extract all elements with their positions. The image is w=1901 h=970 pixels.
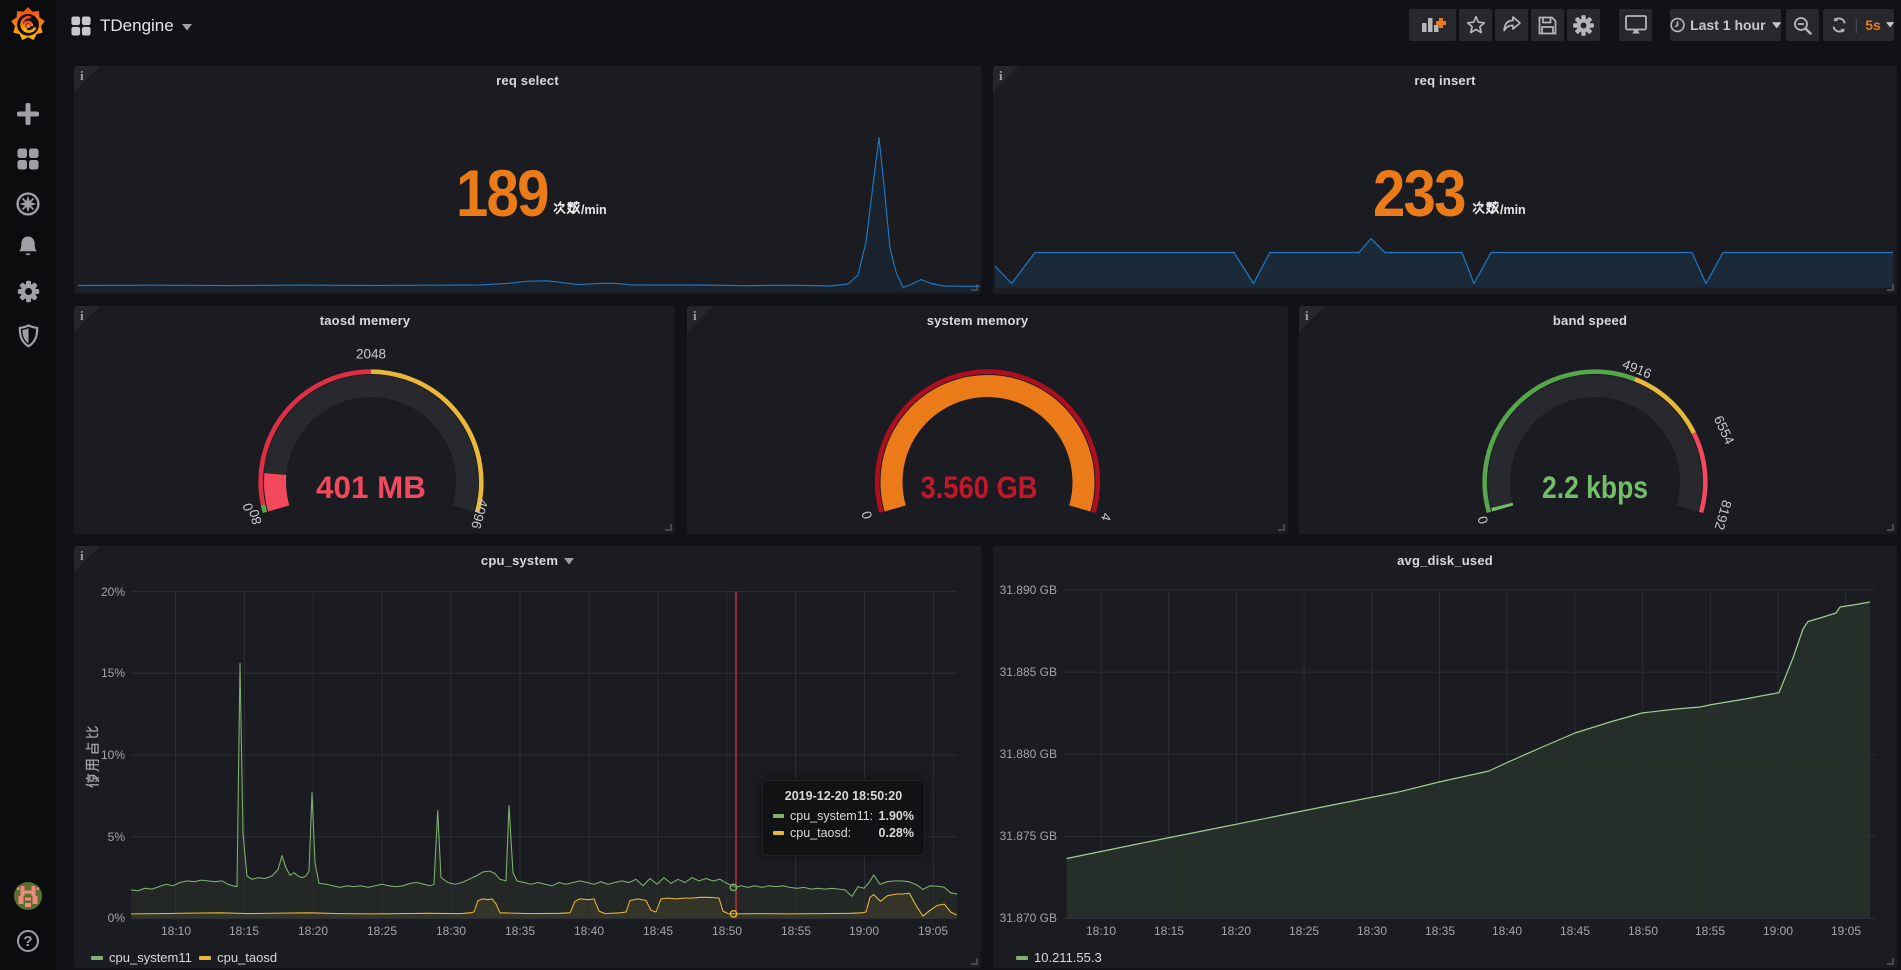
svg-text:401 MB: 401 MB (316, 469, 426, 505)
svg-text:0: 0 (1475, 514, 1491, 525)
svg-text:2.2 kbps: 2.2 kbps (1542, 469, 1648, 505)
svg-text:8192: 8192 (1712, 498, 1735, 531)
svg-text:0: 0 (240, 501, 256, 512)
svg-text:/min: /min (581, 203, 607, 217)
svg-text:2048: 2048 (356, 347, 386, 362)
svg-text:4: 4 (1098, 511, 1115, 523)
svg-text:3.560 GB: 3.560 GB (921, 469, 1038, 505)
svg-text:80: 80 (246, 508, 265, 527)
svg-text:0: 0 (859, 509, 875, 520)
svg-text:6554: 6554 (1711, 413, 1738, 447)
svg-text:/min: /min (1500, 203, 1526, 217)
